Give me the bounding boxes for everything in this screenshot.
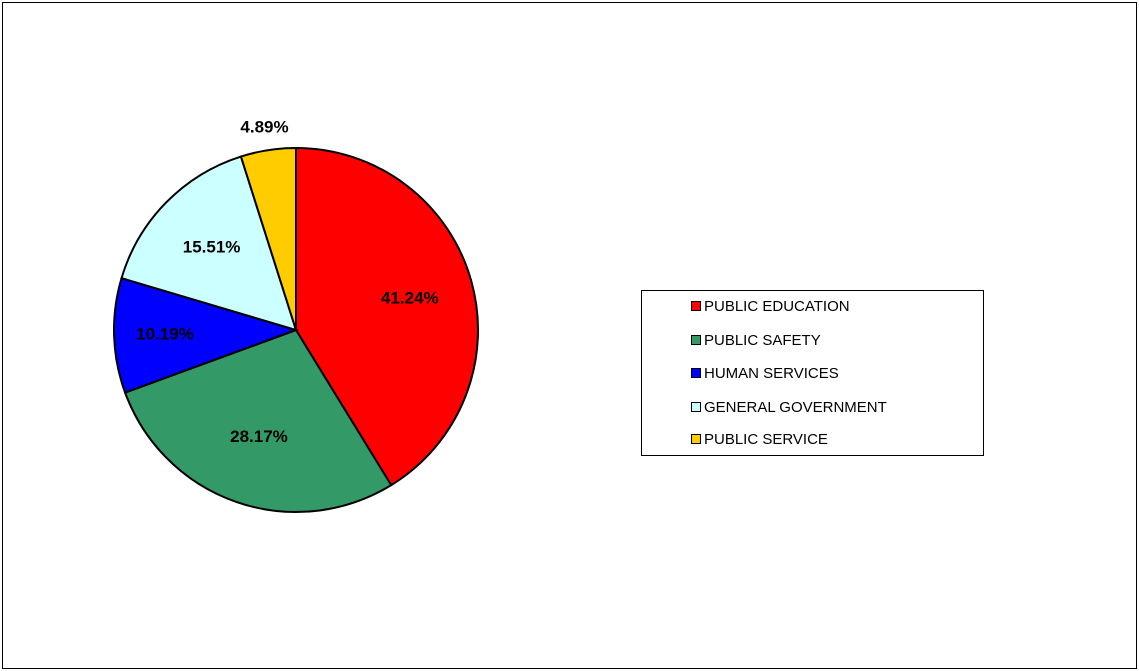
data-label: 15.51% (183, 238, 241, 257)
legend-swatch (691, 434, 701, 444)
legend-label: PUBLIC EDUCATION (704, 297, 850, 315)
legend-swatch (691, 402, 701, 412)
legend-swatch (691, 368, 701, 378)
legend: PUBLIC EDUCATION PUBLIC SAFETY HUMAN SER… (641, 290, 984, 456)
legend-swatch (691, 335, 701, 345)
legend-item-public-education: PUBLIC EDUCATION (691, 297, 850, 315)
data-label: 10.19% (136, 325, 194, 344)
legend-item-public-service: PUBLIC SERVICE (691, 430, 828, 448)
legend-label: HUMAN SERVICES (704, 364, 839, 382)
legend-label: PUBLIC SERVICE (704, 430, 828, 448)
legend-item-public-safety: PUBLIC SAFETY (691, 331, 821, 349)
legend-label: GENERAL GOVERNMENT (704, 398, 887, 416)
legend-item-human-services: HUMAN SERVICES (691, 364, 839, 382)
legend-label: PUBLIC SAFETY (704, 331, 821, 349)
pie-slice-human-services (113, 276, 300, 394)
data-label: 41.24% (381, 288, 439, 307)
data-label: 28.17% (230, 427, 288, 446)
pie-slice-public-safety (123, 328, 393, 513)
pie-slice-public-education (295, 146, 479, 487)
legend-item-general-government: GENERAL GOVERNMENT (691, 398, 887, 416)
pie-slice-general-government (120, 155, 298, 332)
data-label: 4.89% (240, 117, 288, 136)
legend-swatch (691, 301, 701, 311)
pie-slice-public-service (239, 146, 297, 331)
